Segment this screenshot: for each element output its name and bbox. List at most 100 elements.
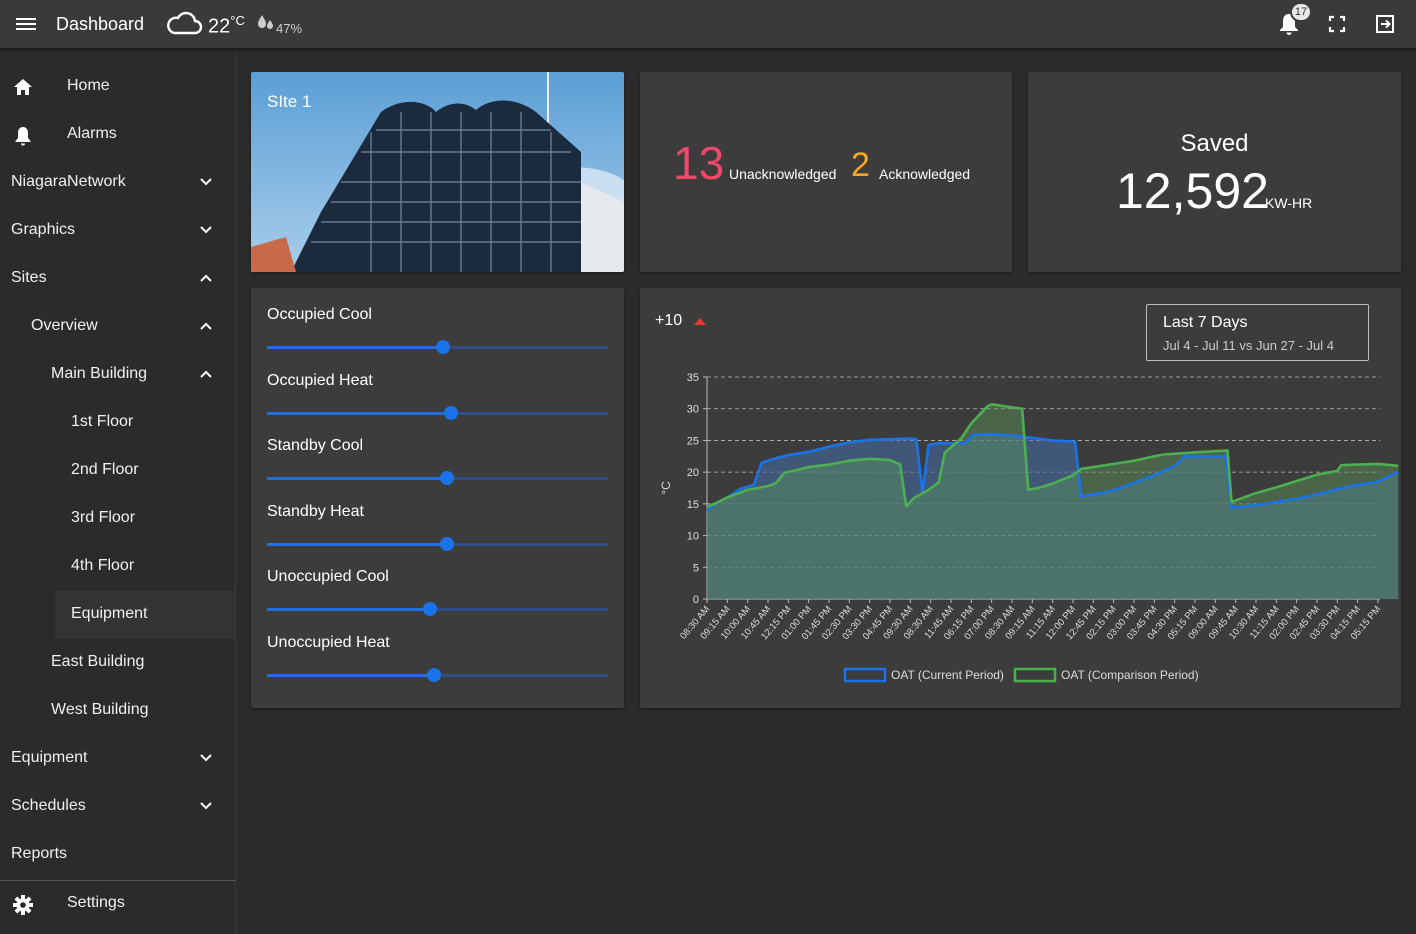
sidebar-item-label: Main Building [51, 365, 148, 382]
y-tick-label: 5 [693, 562, 699, 574]
sidebar-item-label: Overview [31, 317, 98, 334]
chevron-down-icon [200, 754, 212, 762]
sidebar: Home Alarms NiagaraNetwork Graphics Site… [0, 48, 236, 934]
sidebar-item-label: Sites [11, 269, 47, 286]
acknowledged-count: 2 [851, 146, 870, 184]
temperature-unit: °C [230, 13, 245, 28]
setpoint-slider[interactable] [267, 537, 608, 551]
sidebar-item-label: Schedules [11, 797, 86, 814]
sidebar-item-niagaranetwork[interactable]: NiagaraNetwork [0, 159, 235, 207]
logout-icon[interactable] [1374, 13, 1396, 35]
date-range-subtitle: Jul 4 - Jul 11 vs Jun 27 - Jul 4 [1163, 338, 1335, 353]
sidebar-item-4th-floor[interactable]: 4th Floor [0, 543, 235, 591]
date-range-title: Last 7 Days [1163, 314, 1248, 331]
humidity-icon [258, 15, 273, 29]
date-range-selector[interactable]: Last 7 Days Jul 4 - Jul 11 vs Jun 27 - J… [1146, 304, 1369, 361]
y-tick-label: 15 [687, 499, 699, 511]
sidebar-item-label: Graphics [11, 221, 76, 238]
temperature-value: 22 [208, 15, 231, 38]
saved-value: 12,592 [1116, 163, 1269, 219]
series-area [707, 434, 1399, 599]
site-building-image [251, 72, 624, 272]
sidebar-item-2nd-floor[interactable]: 2nd Floor [0, 447, 235, 495]
sidebar-item-sites[interactable]: Sites [0, 255, 235, 303]
slider-thumb[interactable] [427, 668, 442, 682]
sidebar-divider [0, 880, 235, 881]
sidebar-item-main-building[interactable]: Main Building [0, 351, 235, 399]
setpoint-label: Unoccupied Heat [267, 634, 390, 651]
setpoint-slider[interactable] [267, 602, 608, 616]
delta-value: +10 [655, 312, 683, 329]
sidebar-item-home[interactable]: Home [0, 63, 235, 111]
sidebar-item-schedules[interactable]: Schedules [0, 783, 235, 831]
fullscreen-icon[interactable] [1328, 15, 1346, 33]
cloud-icon [167, 11, 203, 35]
acknowledged-label: Acknowledged [879, 166, 971, 182]
series-line [706, 432, 1399, 512]
unacknowledged-count: 13 [673, 137, 725, 189]
slider-thumb[interactable] [422, 602, 437, 616]
setpoint-label: Standby Heat [267, 503, 364, 520]
unacknowledged-label: Unacknowledged [729, 166, 837, 182]
y-tick-label: 0 [693, 594, 699, 606]
sidebar-item-overview[interactable]: Overview [0, 303, 235, 351]
sidebar-item-label: 3rd Floor [71, 509, 136, 526]
sidebar-item-east-building[interactable]: East Building [0, 639, 235, 687]
y-axis-label: °C [659, 481, 673, 495]
alarm-summary-card[interactable] [640, 72, 1012, 272]
setpoint-slider[interactable] [267, 471, 608, 485]
sidebar-item-equipment-active[interactable]: Equipment [55, 591, 235, 639]
sidebar-item-reports[interactable]: Reports [0, 831, 235, 879]
setpoint-slider[interactable] [267, 406, 608, 420]
sidebar-item-label: Reports [11, 845, 68, 862]
sidebar-item-3rd-floor[interactable]: 3rd Floor [0, 495, 235, 543]
slider-thumb[interactable] [440, 471, 455, 485]
slider-thumb[interactable] [444, 406, 459, 420]
chevron-down-icon [200, 802, 212, 810]
chevron-up-icon [200, 322, 212, 330]
sidebar-item-alarms[interactable]: Alarms [0, 111, 235, 159]
setpoint-slider[interactable] [267, 340, 608, 354]
series-area [707, 404, 1399, 599]
legend-label: OAT (Comparison Period) [1061, 668, 1199, 682]
bell-icon [15, 127, 31, 146]
temperature-readout: 22°C [208, 13, 245, 39]
sidebar-item-west-building[interactable]: West Building [0, 687, 235, 735]
menu-icon[interactable] [16, 15, 36, 33]
slider-thumb[interactable] [440, 537, 455, 551]
slider-fill [267, 674, 435, 677]
top-app-bar: Dashboard 22°C 47% 17 [0, 0, 1416, 48]
energy-saved-card [1028, 72, 1401, 272]
chevron-up-icon [200, 274, 212, 282]
chevron-up-icon [200, 370, 212, 378]
sidebar-item-label: Alarms [67, 125, 117, 142]
sidebar-item-1st-floor[interactable]: 1st Floor [0, 399, 235, 447]
y-tick-label: 35 [687, 372, 699, 384]
setpoint-label: Unoccupied Cool [267, 568, 389, 585]
sidebar-item-settings[interactable]: Settings [0, 880, 235, 928]
setpoint-label: Occupied Cool [267, 306, 372, 323]
sidebar-item-graphics[interactable]: Graphics [0, 207, 235, 255]
legend-swatch [843, 667, 887, 683]
sidebar-item-equipment[interactable]: Equipment [0, 735, 235, 783]
page-title: Dashboard [56, 14, 145, 34]
arrow-up-icon [694, 318, 706, 325]
slider-thumb[interactable] [435, 340, 450, 354]
legend-label: OAT (Current Period) [891, 668, 1004, 682]
humidity-value: 47% [276, 21, 303, 36]
slider-fill [267, 608, 430, 611]
y-tick-label: 10 [687, 531, 699, 543]
saved-unit: KW-HR [1265, 195, 1313, 211]
setpoint-label: Occupied Heat [267, 372, 373, 389]
setpoint-label: Standby Cool [267, 437, 364, 454]
sidebar-item-label: Equipment [11, 749, 88, 766]
sidebar-item-label: 2nd Floor [71, 461, 139, 478]
setpoint-slider[interactable] [267, 668, 608, 682]
sidebar-item-label: East Building [51, 653, 145, 670]
legend-swatch [1013, 667, 1057, 683]
slider-fill [267, 346, 443, 349]
sidebar-item-label: 4th Floor [71, 557, 135, 574]
series-line [706, 402, 1399, 509]
site-card[interactable]: SIte 1 [251, 72, 624, 272]
